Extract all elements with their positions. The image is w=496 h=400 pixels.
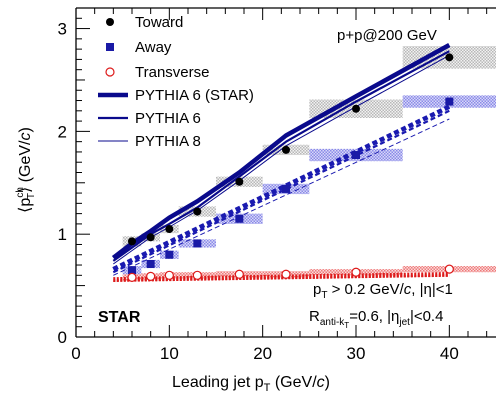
legend: Toward Away Transverse PYTHIA 6 (STAR) P… (98, 14, 254, 150)
legend-label-toward: Toward (135, 14, 183, 31)
x-tick-label: 10 (160, 344, 179, 363)
legend-item-away: Away (106, 39, 172, 56)
data-point-transverse (127, 272, 137, 282)
axis-ticks-layer: 0 10 20 30 40 0 1 2 3 (58, 7, 488, 363)
model-curve-away-pythia-8 (113, 118, 450, 276)
legend-label-pythia8: PYTHIA 8 (135, 133, 201, 150)
legend-label-away: Away (135, 39, 172, 56)
data-point-away (445, 97, 454, 106)
model-curve-away-pythia-6 (112, 109, 450, 274)
model-curve-transverse-pythia-8 (113, 275, 450, 282)
data-point-away (282, 184, 290, 193)
legend-label-pythia6-star: PYTHIA 6 (STAR) (135, 87, 254, 104)
data-point-transverse (234, 269, 244, 279)
data-point-toward (128, 237, 136, 246)
data-point-toward (193, 207, 202, 216)
legend-marker-transverse (105, 67, 115, 77)
y-tick-label: 1 (58, 225, 67, 244)
data-point-transverse (444, 264, 454, 274)
data-point-away (128, 266, 136, 275)
data-point-toward (146, 233, 155, 242)
data-point-transverse (192, 270, 202, 280)
x-tick-label: 40 (440, 344, 459, 363)
y-tick-label: 2 (58, 122, 67, 141)
legend-marker-away (106, 43, 114, 51)
data-point-away (146, 260, 155, 269)
x-axis-title: Leading jet pT (GeV/c) (172, 374, 330, 394)
x-tick-label: 0 (71, 344, 80, 363)
model-curves-layer (111, 43, 451, 282)
y-tick-label: 0 (58, 328, 67, 347)
y-tick-label: 3 (58, 20, 67, 39)
data-point-away (352, 151, 360, 160)
data-point-toward (445, 53, 454, 62)
data-point-away (165, 250, 174, 259)
model-curve-toward-pythia-6-star (111, 43, 451, 260)
data-point-transverse (146, 271, 156, 281)
model-curve-toward-pythia-6 (112, 50, 450, 262)
data-point-transverse (351, 267, 361, 277)
experiment-label: STAR (98, 309, 141, 326)
systematic-uncertainty-layer (122, 46, 496, 281)
model-curve-away-pythia-6-star (112, 104, 451, 272)
data-point-transverse (281, 269, 291, 279)
legend-label-transverse: Transverse (135, 64, 209, 81)
data-points-layer (127, 53, 454, 282)
data-point-away (193, 239, 202, 248)
legend-item-pythia8: PYTHIA 8 (98, 133, 201, 150)
legend-item-pythia6: PYTHIA 6 (98, 110, 201, 127)
data-point-toward (282, 145, 290, 154)
legend-item-toward: Toward (106, 14, 183, 31)
x-tick-label: 30 (347, 344, 366, 363)
pt-eta-cut-label: pT > 0.2 GeV/c, |η|<1 (313, 281, 453, 301)
y-axis-title: ⟨pchT⟩ (GeV/c) (15, 127, 37, 213)
x-tick-label: 20 (253, 344, 272, 363)
legend-marker-toward (106, 18, 114, 26)
energy-label: p+p@200 GeV (337, 27, 437, 44)
data-point-toward (352, 104, 360, 113)
data-point-away (235, 214, 244, 223)
data-point-toward (165, 225, 174, 234)
data-point-transverse (164, 270, 174, 280)
jet-definition-label: Ranti-kT=0.6, |ηjet|<0.4 (309, 308, 443, 330)
data-point-toward (235, 177, 244, 186)
legend-item-pythia6-star: PYTHIA 6 (STAR) (98, 87, 254, 104)
legend-label-pythia6: PYTHIA 6 (135, 110, 201, 127)
legend-item-transverse: Transverse (105, 64, 209, 81)
